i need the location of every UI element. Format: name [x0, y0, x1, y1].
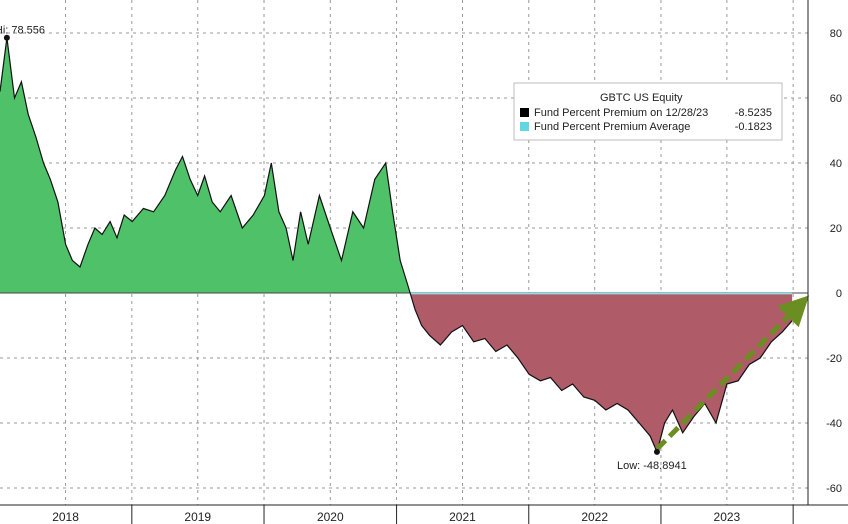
y-tick-label: 80 [830, 28, 842, 40]
legend-value-average: -0.1823 [735, 121, 772, 133]
area-layer [0, 37, 810, 454]
premium-series-line [0, 37, 793, 454]
low-label: Low: -48.8941 [617, 460, 687, 472]
annotation-layer: Hi: 78.556 Low: -48.8941 [0, 25, 687, 472]
y-tick-label: 0 [836, 288, 842, 300]
high-label: Hi: 78.556 [0, 25, 45, 37]
legend-value-premium: -8.5235 [735, 107, 772, 119]
x-tick-label: 2022 [581, 510, 608, 524]
x-tick-label: 2020 [317, 510, 344, 524]
x-tick-label: 2018 [52, 510, 79, 524]
legend-label-average: Fund Percent Premium Average [534, 121, 690, 133]
y-tick-label: 60 [830, 93, 842, 105]
legend-label-premium: Fund Percent Premium on 12/28/23 [534, 107, 708, 119]
high-marker [3, 34, 10, 41]
legend: GBTC US Equity Fund Percent Premium on 1… [513, 82, 783, 141]
positive-premium-area [0, 37, 411, 294]
low-marker [653, 448, 660, 455]
y-tick-label: -40 [826, 418, 842, 430]
y-tick-label: -20 [826, 353, 842, 365]
legend-swatch-premium [520, 108, 529, 117]
legend-title: GBTC US Equity [600, 92, 683, 104]
x-tick-label: 2023 [714, 510, 741, 524]
x-tick-label: 2021 [449, 510, 476, 524]
x-tick-label: 2019 [184, 510, 211, 524]
trend-arrow [655, 295, 810, 451]
y-tick-label: -60 [826, 483, 842, 495]
y-tick-label: 40 [830, 158, 842, 170]
legend-swatch-average [520, 122, 529, 131]
legend-box [513, 82, 783, 141]
y-tick-label: 20 [830, 223, 842, 235]
